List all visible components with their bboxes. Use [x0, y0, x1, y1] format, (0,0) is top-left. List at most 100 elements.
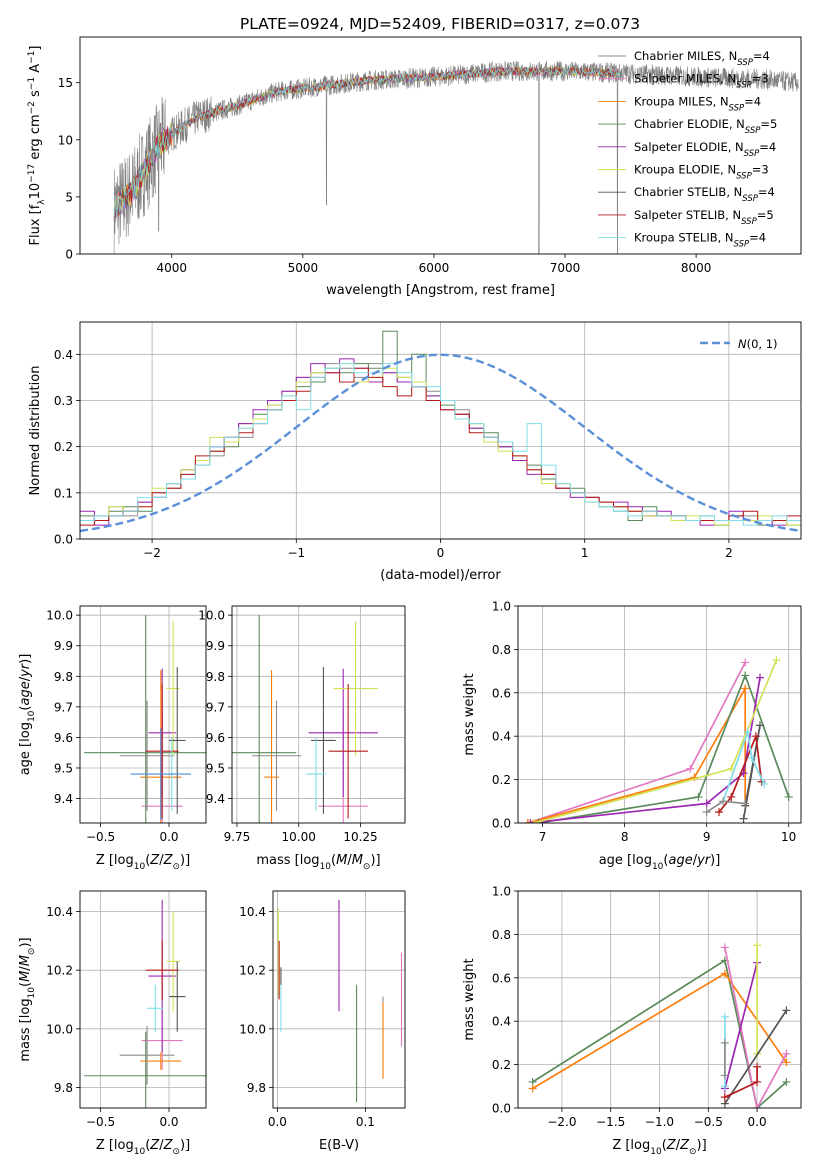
panel-massweight-vs-Z: −2.0 −1.5 −1.0 −0.5 0.0 0.0 0.2 0.4 0.6 0.8 1.0 Z [… — [462, 885, 802, 1157]
legend-entry: Kroupa MILES, NSSP=4 — [634, 94, 761, 113]
series-marker — [714, 808, 723, 817]
x-tick-label: 2 — [725, 546, 733, 560]
series-marker — [782, 1058, 791, 1067]
series-line — [530, 677, 761, 823]
x-tick-label: 0.0 — [159, 830, 178, 844]
series-marker — [747, 753, 756, 762]
series-marker — [720, 969, 729, 978]
y-tick-label: 0.4 — [492, 1015, 511, 1029]
y-tick-label: 0.4 — [492, 730, 511, 744]
errorbar-point — [333, 621, 378, 756]
x-tick-label: 7 — [539, 830, 547, 844]
errorbar-point — [308, 668, 378, 798]
mass-weight-series — [753, 941, 762, 1058]
x-axis-label: age [log10(age/yr)] — [599, 853, 721, 872]
x-tick-label: −0.5 — [86, 830, 115, 844]
residual-legend: N(0, 1) — [700, 337, 778, 351]
mass-weight-series — [720, 943, 791, 1108]
series-marker — [720, 1038, 729, 1047]
series-marker — [741, 658, 750, 667]
y-tick-label: 0.0 — [492, 1102, 511, 1116]
panel-age-vs-mass: 9.75 10.00 10.25 9.4 9.5 9.6 9.7 9.8 9.9 10.0 mass… — [198, 605, 406, 872]
series-marker — [720, 1012, 729, 1021]
y-tick-label: 10.0 — [46, 1022, 73, 1036]
x-tick-label: −1.0 — [645, 1115, 674, 1129]
model-spectrum-line — [113, 66, 621, 221]
axes-frame — [517, 605, 802, 824]
x-tick-label: −2.0 — [547, 1115, 576, 1129]
model-spectrum-line — [113, 66, 620, 221]
series-marker — [741, 799, 750, 808]
y-tick-label: 9.7 — [206, 700, 225, 714]
axes-frame — [517, 890, 802, 1109]
ticks-mass-vs-ebv: 0.0 0.1 9.8 10.0 10.2 10.4 — [239, 905, 375, 1129]
x-axis-label: Z [log10(Z/Z⊙)] — [96, 853, 190, 872]
legend-entry: Salpeter MILES, NSSP=3 — [634, 72, 769, 91]
series-marker — [760, 779, 769, 788]
x-tick-label: 10.00 — [282, 830, 316, 844]
ticks-residuals: −2 −1 0 1 2 0.0 0.1 0.2 0.3 0.4 — [54, 348, 733, 560]
series-marker — [739, 814, 748, 823]
y-tick-label: 9.8 — [206, 670, 225, 684]
y-tick-label: 0.8 — [492, 928, 511, 942]
x-tick-label: 5000 — [288, 261, 319, 275]
model-spectrum-line — [113, 66, 620, 221]
errorbar-point — [169, 961, 186, 1032]
errorbar-point — [140, 1052, 182, 1070]
legend-entry: Kroupa ELODIE, NSSP=3 — [634, 163, 769, 182]
y-axis-label: Flux [fλ10−17 erg cm−2 s−1 A−1] — [27, 46, 47, 246]
axes-frame — [79, 605, 207, 824]
spectrum-legend: Chabrier MILES, NSSP=4 Salpeter MILES, NS… — [598, 49, 777, 250]
series-marker — [741, 671, 750, 680]
mass-weight-series — [523, 658, 750, 823]
y-tick-label: 9.5 — [54, 761, 73, 775]
y-axis-label: mass weight — [462, 673, 477, 755]
axes-frame — [272, 890, 406, 1109]
legend-entry: Chabrier ELODIE, NSSP=5 — [634, 117, 777, 136]
errorbar-point — [145, 683, 179, 819]
errorbar-point — [119, 1025, 175, 1085]
y-tick-label: 0.4 — [54, 348, 73, 362]
series-marker — [782, 1049, 791, 1058]
x-tick-label: 10.25 — [343, 830, 377, 844]
x-axis-label: Z [log10(Z/Z⊙)] — [96, 1138, 190, 1157]
series-marker — [782, 1077, 791, 1086]
x-axis-label: Z [log10(Z/Z⊙)] — [612, 1138, 706, 1157]
x-tick-label: 0 — [437, 546, 445, 560]
ticks-age-vs-mass: 9.75 10.00 10.25 9.4 9.5 9.6 9.7 9.8 9.9 10.0 — [198, 609, 377, 844]
model-spectrum-line — [113, 66, 620, 221]
series-marker — [526, 819, 535, 823]
series-marker — [720, 943, 729, 952]
series-line — [724, 947, 788, 1108]
normal-curve — [80, 353, 801, 533]
series-marker — [753, 941, 762, 950]
y-tick-label: 9.9 — [206, 639, 225, 653]
series-marker — [720, 1071, 729, 1080]
y-tick-label: 0.6 — [492, 971, 511, 985]
y-tick-label: 9.7 — [54, 700, 73, 714]
series-marker — [534, 819, 543, 823]
plot-area-spectrum — [113, 60, 799, 254]
model-spectrum-line — [113, 66, 620, 221]
x-tick-label: −1.5 — [596, 1115, 625, 1129]
errorbar-point — [119, 700, 175, 811]
data-spectrum-line — [113, 60, 799, 254]
y-tick-label: 10.0 — [198, 609, 225, 623]
legend-entry: Salpeter STELIB, NSSP=5 — [634, 208, 774, 227]
y-tick-label: 10 — [58, 133, 73, 147]
x-tick-label: 7000 — [550, 261, 581, 275]
legend-entry: Chabrier MILES, NSSP=4 — [634, 49, 770, 68]
x-tick-label: 8000 — [681, 261, 712, 275]
y-tick-label: 0.3 — [54, 394, 73, 408]
errorbar-point — [311, 667, 336, 814]
y-tick-label: 9.5 — [206, 761, 225, 775]
y-tick-label: 9.9 — [54, 639, 73, 653]
x-tick-label: 10 — [781, 830, 796, 844]
x-tick-label: 4000 — [156, 261, 187, 275]
series-marker — [720, 1082, 729, 1091]
series-marker — [530, 819, 539, 823]
plot-area-age-vs-Z — [84, 615, 206, 823]
errorbar-point — [251, 700, 302, 811]
x-tick-label: 0.0 — [748, 1115, 767, 1129]
ticks-mass-vs-Z: −0.5 0.0 9.8 10.0 10.2 10.4 — [46, 905, 178, 1129]
